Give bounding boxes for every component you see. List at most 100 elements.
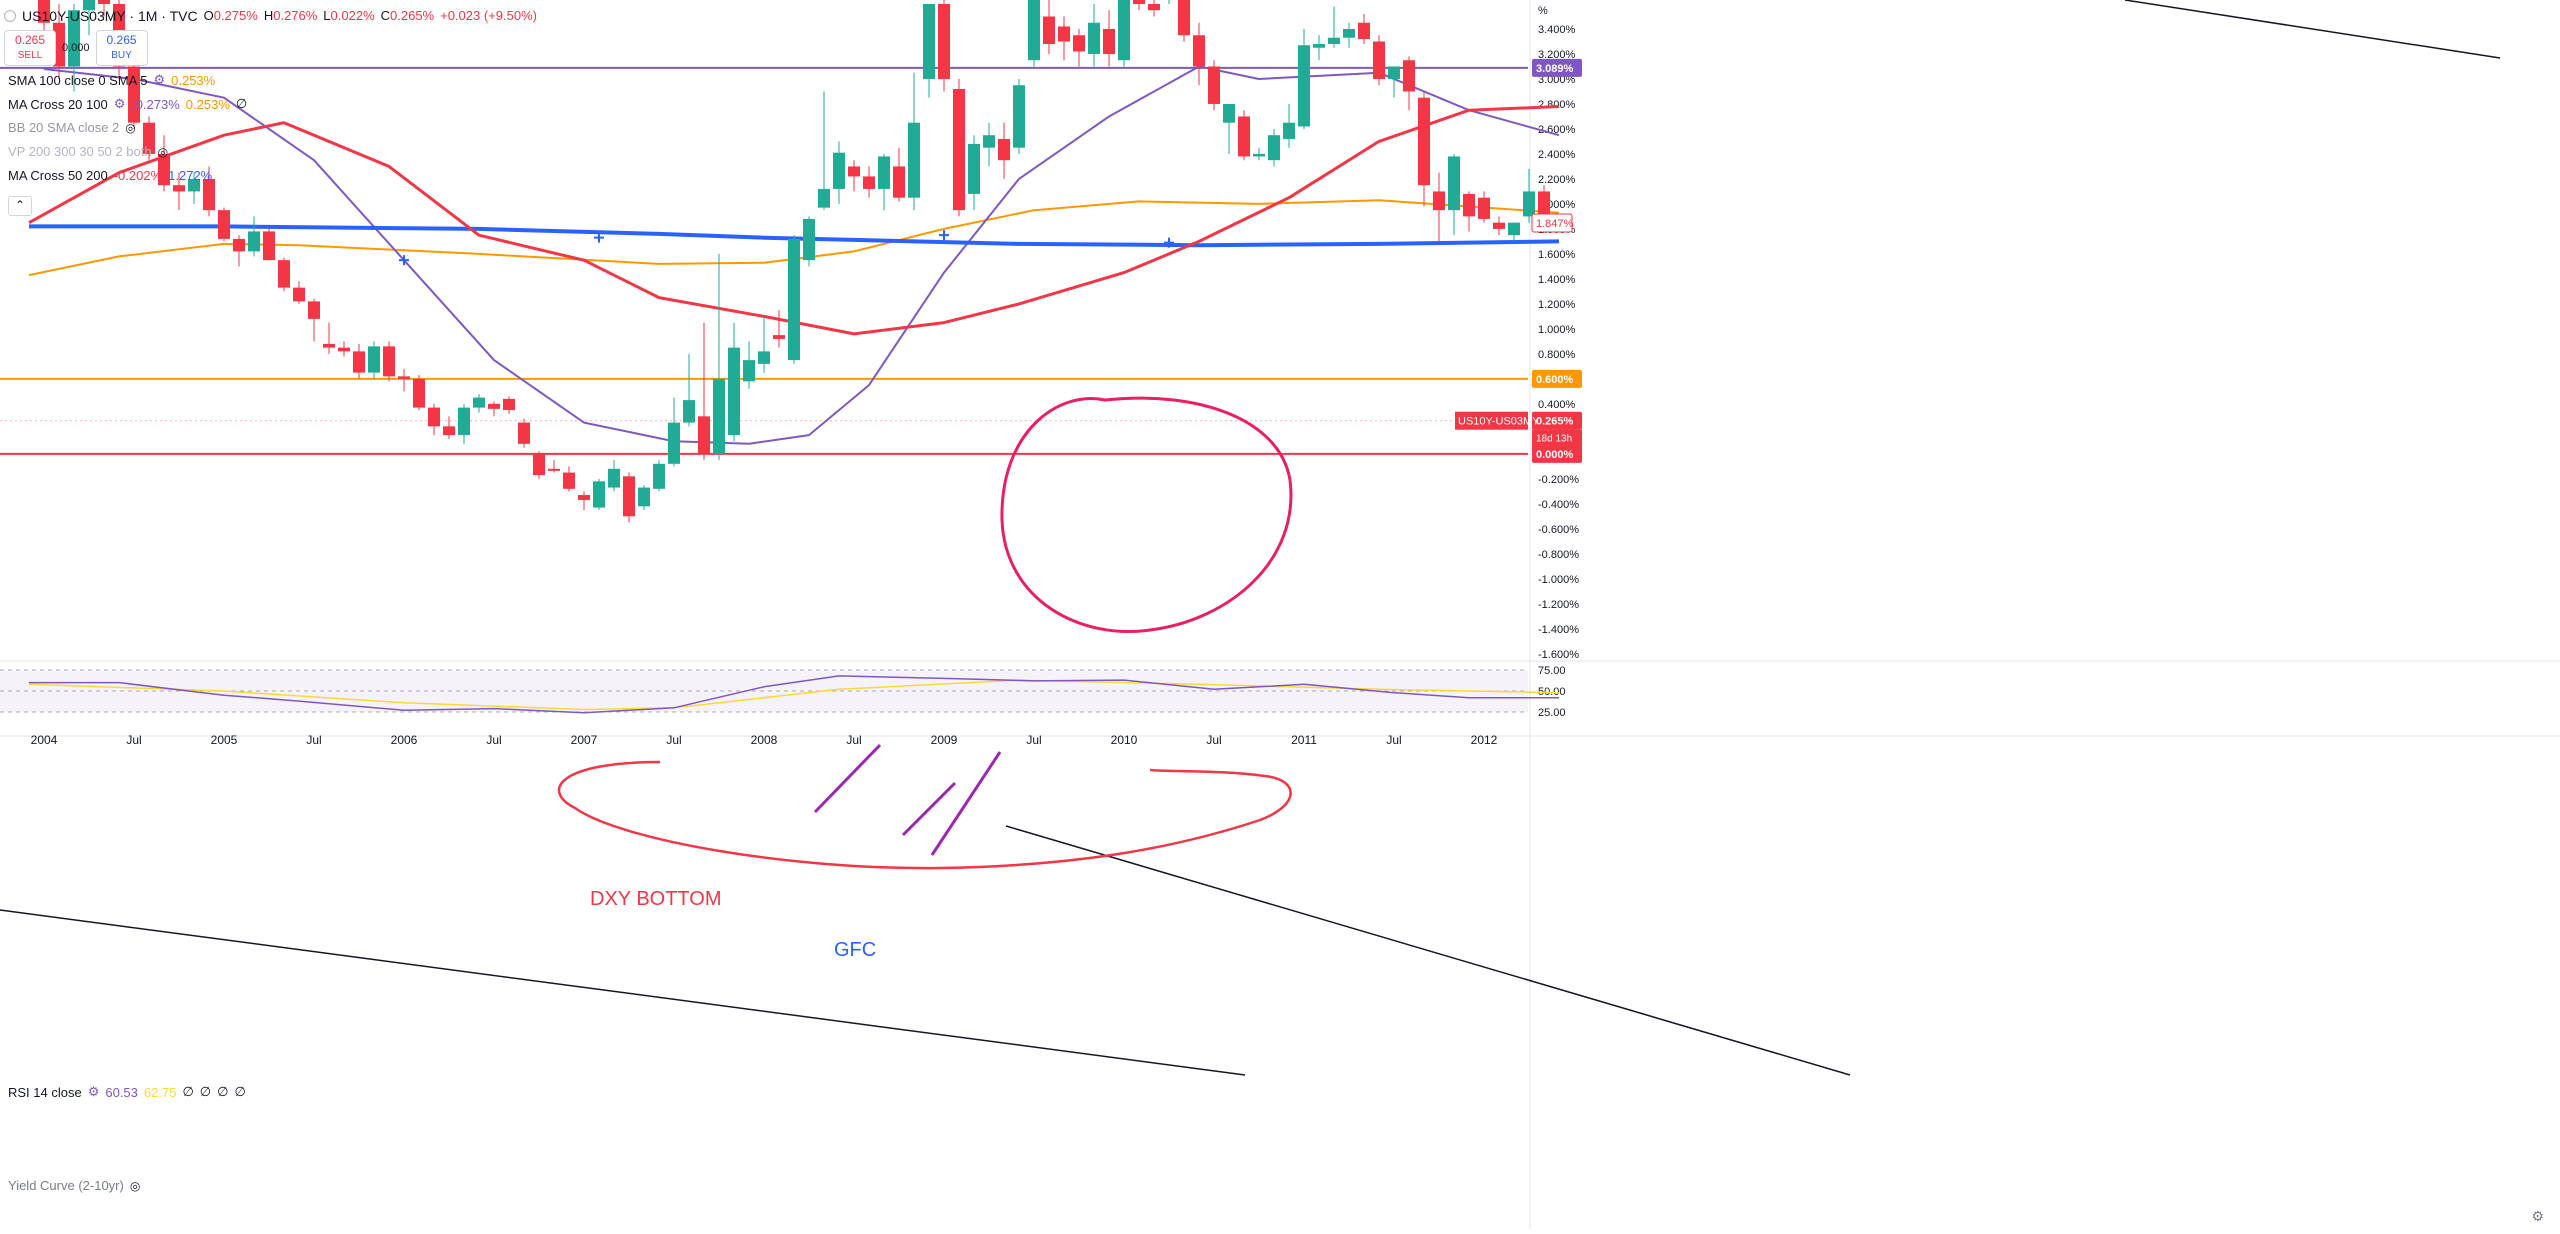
cross-marker	[399, 255, 409, 266]
indicator-bb[interactable]: BB 20 SMA close 2 ◎	[8, 120, 136, 135]
candle-body	[98, 0, 110, 4]
candle	[1148, 0, 1160, 17]
candle-body	[1223, 103, 1235, 123]
candle	[608, 460, 620, 492]
candle-body	[68, 10, 80, 67]
candle	[1253, 147, 1265, 161]
candle	[188, 172, 200, 204]
ohlc-values: O0.275% H0.276% L0.022% C0.265% +0.023 (…	[204, 4, 537, 28]
indicator-ma-cross-50-200[interactable]: MA Cross 50 200 -0.202% 1.272%	[8, 168, 212, 183]
buy-price: 0.265	[106, 33, 137, 47]
candle	[203, 166, 215, 217]
candle-body	[473, 397, 485, 408]
eye-hidden-icon[interactable]: ◎	[157, 144, 169, 159]
yield-curve-legend[interactable]: Yield Curve (2-10yr) ◎	[8, 1178, 140, 1193]
candle	[818, 91, 830, 211]
time-axis-label: 2010	[1111, 733, 1138, 747]
candle	[1403, 56, 1415, 111]
ohlc-low-label: L	[323, 8, 331, 23]
symbol-title[interactable]: US10Y-US03MY · 1M · TVC	[22, 8, 198, 24]
time-axis-label: Jul	[666, 733, 681, 747]
candle-body	[683, 400, 695, 423]
eye-hidden-icon[interactable]: ◎	[129, 1178, 141, 1193]
candle	[803, 216, 815, 267]
candle	[1328, 6, 1340, 48]
indicator-vp[interactable]: VP 200 300 30 50 2 both ◎	[8, 144, 168, 159]
candle-body	[188, 178, 200, 192]
candle-body	[368, 346, 380, 373]
candle	[968, 135, 980, 211]
indicator-value: 1.272%	[168, 168, 213, 183]
candle-body	[1418, 97, 1430, 186]
indicator-value: 0.253%	[185, 96, 230, 112]
candle	[878, 153, 890, 211]
candle-body	[1118, 0, 1130, 61]
candle	[1283, 103, 1295, 148]
candle-body	[638, 487, 650, 507]
rsi-legend[interactable]: RSI 14 close ⚙ 60.53 62.75 ∅ ∅ ∅ ∅	[8, 1084, 246, 1100]
price-badge-text: 0.000%	[1536, 449, 1574, 461]
candle	[1208, 60, 1220, 111]
candle	[413, 375, 425, 411]
candle	[563, 466, 575, 492]
time-axis-label: 2006	[391, 733, 418, 747]
time-axis-label: 2005	[211, 733, 238, 747]
candle-body	[218, 210, 230, 239]
price-tick-label: 1.400%	[1538, 274, 1576, 286]
indicator-sma100[interactable]: SMA 100 close 0 SMA 5 ⚙ 0.253%	[8, 72, 215, 88]
dxy-bottom-label: DXY BOTTOM	[590, 888, 722, 910]
sell-label: SELL	[17, 50, 43, 61]
candle	[398, 368, 410, 392]
annotation-ellipse	[557, 760, 1292, 870]
price-tick-label: 1.600%	[1538, 249, 1576, 261]
candle	[353, 343, 365, 379]
candle-body	[938, 4, 950, 79]
indicator-value: -0.273%	[131, 96, 180, 112]
candle	[1103, 10, 1115, 67]
price-badge: 0.600%	[1532, 369, 1582, 388]
ma-line-ma-cross-100	[29, 224, 1560, 248]
candle-body	[233, 238, 245, 252]
settings-icon[interactable]: ⚙	[113, 96, 126, 111]
candle	[713, 253, 725, 461]
ohlc-close-value: 0.265%	[390, 8, 435, 23]
indicator-name: MA Cross 20 100	[8, 96, 108, 112]
candle	[488, 401, 500, 417]
candle-body	[173, 185, 185, 192]
candle	[308, 298, 320, 342]
candle-body	[143, 122, 155, 154]
candle	[1193, 22, 1205, 86]
countdown-bg	[1532, 429, 1582, 446]
time-axis-label: 2008	[751, 733, 778, 747]
cross-marker	[594, 232, 604, 243]
candle	[1133, 0, 1145, 11]
trade-box: 0.265 SELL 0.000 0.265 BUY	[4, 30, 148, 66]
candle-body	[1043, 16, 1055, 44]
settings-icon[interactable]: ⚙	[87, 1084, 100, 1099]
candle-body	[158, 153, 170, 186]
candle	[1523, 168, 1535, 223]
candle	[1118, 0, 1130, 67]
candle-body	[308, 301, 320, 319]
collapse-legend-button[interactable]: ⌃	[8, 196, 32, 216]
eye-hidden-icon[interactable]: ◎	[125, 120, 136, 135]
yield-curve-name: Yield Curve (2-10yr)	[8, 1178, 124, 1193]
indicator-ma-cross-20-100[interactable]: MA Cross 20 100 ⚙ -0.273% 0.253% ∅	[8, 96, 247, 112]
candle-body	[1313, 43, 1325, 48]
candle-body	[893, 166, 905, 198]
ma-line-ma-cross-20	[43, 65, 1560, 445]
candle-body	[608, 468, 620, 488]
time-axis-label: Jul	[486, 733, 501, 747]
candle-body	[533, 453, 545, 476]
price-badge-bg	[1532, 369, 1582, 388]
price-tick-label: 3.000%	[1538, 74, 1576, 86]
candle-body	[1298, 45, 1310, 127]
settings-icon[interactable]: ⚙	[153, 72, 166, 87]
buy-button[interactable]: 0.265 BUY	[95, 30, 148, 66]
candle	[233, 235, 245, 267]
gear-icon[interactable]: ⚙	[2531, 1208, 2544, 1224]
candle-body	[758, 351, 770, 364]
sell-button[interactable]: 0.265 SELL	[4, 30, 56, 66]
